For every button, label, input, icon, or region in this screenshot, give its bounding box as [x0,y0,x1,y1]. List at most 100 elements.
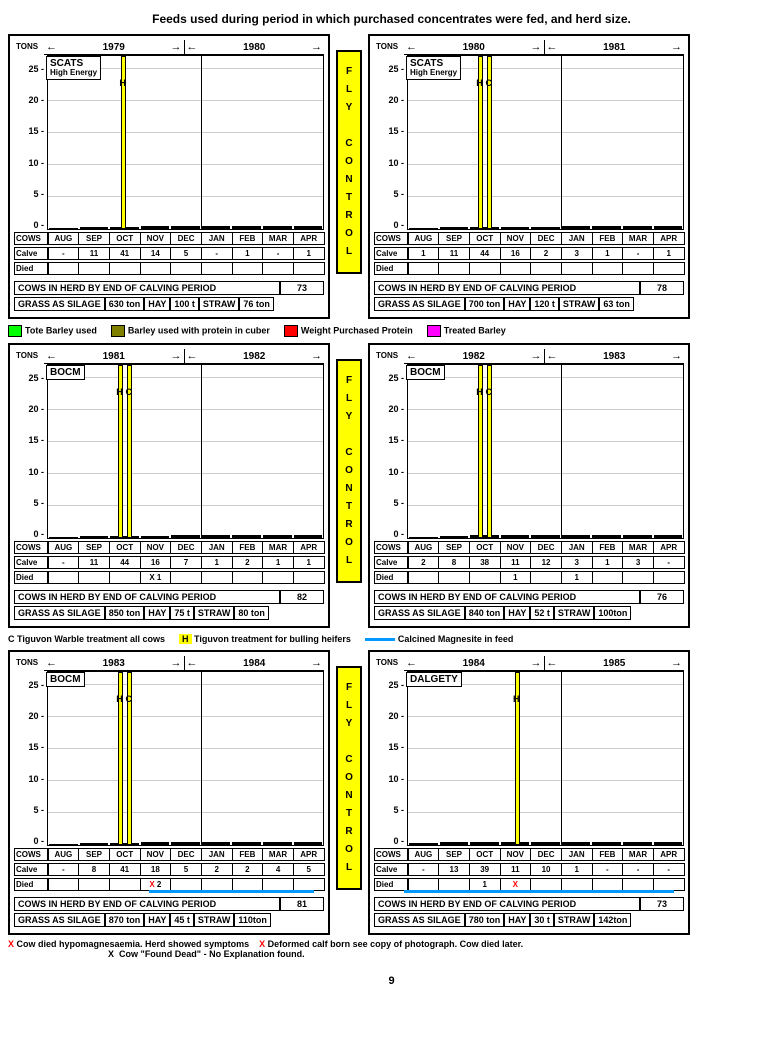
legend-treatments: C Tiguvon Warble treatment all cowsH Tig… [8,634,767,644]
data-row: Died [374,262,684,275]
straw-label: STRAW [554,606,595,620]
straw-value: 63 ton [599,297,634,311]
fly-control-label: FLY CONTROL [336,359,362,583]
bar-column [80,536,109,538]
herd-end-value: 78 [640,281,684,295]
plot-area: HC [407,55,684,230]
bar-column [171,226,200,229]
data-row: DiedX 1 [14,571,324,584]
bar-column [562,842,591,845]
plot-area: HC [407,364,684,539]
data-row: Calve-11441671211 [14,556,324,569]
data-row: Calve1114416231-1 [374,247,684,260]
herd-end-label: COWS IN HERD BY END OF CALVING PERIOD [14,281,280,295]
bar-column [141,226,170,229]
hay-label: HAY [144,297,170,311]
bar-column [202,535,231,538]
bar-column [440,227,469,229]
bar-column [501,535,530,538]
year-label: 1980 [419,42,529,53]
bar-column [592,842,621,845]
chart-panel: ←1984→←1985→DALGETYTONS25 -20 -15 -10 -5… [368,650,690,935]
bar-column [49,844,78,845]
brand-label: SCATSHigh Energy [406,56,461,80]
y-axis-title: TONS [376,351,398,360]
straw-label: STRAW [554,913,595,927]
herd-end-label: COWS IN HERD BY END OF CALVING PERIOD [374,590,640,604]
y-axis-title: TONS [16,42,38,51]
bar-column [232,535,261,538]
silage-label: GRASS AS SILAGE [374,606,465,620]
legend-feeds: Tote Barley usedBarley used with protein… [8,325,767,337]
straw-label: STRAW [194,913,235,927]
silage-value: 870 ton [105,913,145,927]
bar-column [501,227,530,229]
data-row: COWSAUGSEPOCTNOVDECJANFEBMARAPR [14,232,324,245]
hay-value: 52 t [530,606,554,620]
bar-column [531,535,560,538]
silage-value: 840 ton [465,606,505,620]
bar-column [409,537,438,538]
brand-label: BOCM [46,365,85,380]
hay-label: HAY [504,913,530,927]
bar-column [110,536,139,538]
silage-value: 700 ton [465,297,505,311]
fly-control-label: FLY CONTROL [336,666,362,890]
data-row: COWSAUGSEPOCTNOVDECJANFEBMARAPR [14,848,324,861]
bar-column [263,842,292,845]
herd-end-value: 81 [280,897,324,911]
straw-value: 80 ton [234,606,269,620]
page-number: 9 [8,975,767,987]
straw-label: STRAW [199,297,240,311]
year-label: 1979 [59,42,169,53]
chart-panel: ←1979→←1980→SCATSHigh EnergyTONS25 -20 -… [8,34,330,319]
y-axis: 25 -20 -15 -10 -5 -0 - [374,364,407,539]
bar-column [623,226,652,229]
silage-label: GRASS AS SILAGE [14,606,105,620]
herd-end-label: COWS IN HERD BY END OF CALVING PERIOD [14,897,280,911]
herd-end-value: 73 [280,281,324,295]
bar-column [232,842,261,845]
brand-label: DALGETY [406,672,462,687]
silage-label: GRASS AS SILAGE [374,913,465,927]
bar-column [440,536,469,538]
bar-column [623,842,652,845]
hay-value: 45 t [170,913,194,927]
bar-column [80,843,109,845]
bar-column [440,842,469,845]
bar-column [654,535,683,538]
herd-end-label: COWS IN HERD BY END OF CALVING PERIOD [374,281,640,295]
data-row: Calve-133911101--- [374,863,684,876]
data-row: Calve28381112313- [374,556,684,569]
data-row: Died11 [374,571,684,584]
hay-label: HAY [504,297,530,311]
bar-column [562,535,591,538]
data-row: Calve-1141145-1-1 [14,247,324,260]
hay-value: 30 t [530,913,554,927]
y-axis: 25 -20 -15 -10 -5 -0 - [374,671,407,846]
y-axis: 25 -20 -15 -10 -5 -0 - [14,671,47,846]
y-axis: 25 -20 -15 -10 -5 -0 - [374,55,407,230]
y-axis-title: TONS [376,42,398,51]
bar-column [232,226,261,229]
chart-panel: ←1981→←1982→BOCMTONS25 -20 -15 -10 -5 -0… [8,343,330,628]
bar-column [592,535,621,538]
bar-column [592,226,621,229]
bar-column [470,535,499,538]
herd-end-label: COWS IN HERD BY END OF CALVING PERIOD [374,897,640,911]
bar-column [562,226,591,229]
hay-value: 100 t [170,297,199,311]
bar-column [470,227,499,229]
straw-value: 110ton [234,913,271,927]
data-row: COWSAUGSEPOCTNOVDECJANFEBMARAPR [14,541,324,554]
data-row: Calve-8411852245 [14,863,324,876]
herd-end-label: COWS IN HERD BY END OF CALVING PERIOD [14,590,280,604]
hay-label: HAY [144,913,170,927]
data-row: COWSAUGSEPOCTNOVDECJANFEBMARAPR [374,232,684,245]
silage-label: GRASS AS SILAGE [14,297,105,311]
bar-column [531,842,560,845]
chart-panel: ←1983→←1984→BOCMTONS25 -20 -15 -10 -5 -0… [8,650,330,935]
year-label: 1984 [200,658,310,669]
year-label: 1982 [200,351,310,362]
chart-panel: ←1982→←1983→BOCMTONS25 -20 -15 -10 -5 -0… [368,343,690,628]
